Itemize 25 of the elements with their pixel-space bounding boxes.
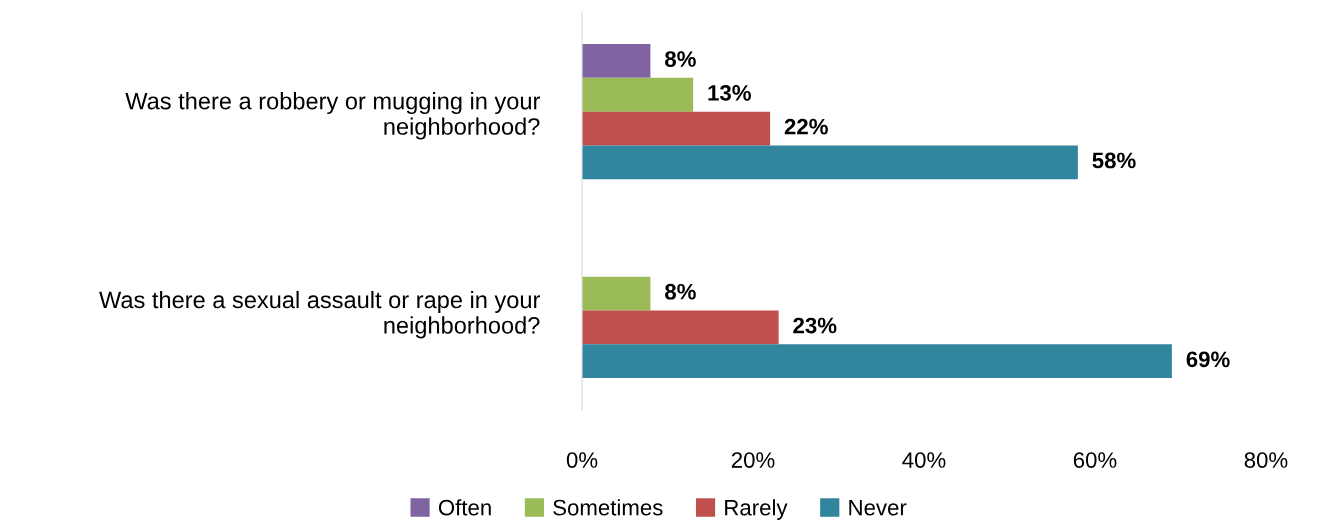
- data-label: 8%: [665, 283, 696, 300]
- legend-label: Rarely: [725, 499, 788, 520]
- legend-label: Often: [438, 499, 491, 516]
- bar: [582, 111, 771, 146]
- legend-label: Never: [849, 499, 907, 516]
- bar: [582, 310, 779, 345]
- data-label: 23%: [793, 317, 837, 334]
- data-label: 8%: [665, 51, 696, 67]
- bar: [582, 77, 694, 112]
- x-tick-label: 0%: [566, 452, 598, 468]
- data-label: 13%: [708, 84, 751, 101]
- data-label: 58%: [1092, 152, 1136, 169]
- bar: [582, 44, 651, 78]
- x-tick-label: 60%: [1073, 452, 1117, 468]
- x-tick-label: 40%: [902, 452, 946, 468]
- x-tick-label: 80%: [1244, 452, 1288, 468]
- y-tick-label: Was there a robbery or mugging in your neighborhood?: [125, 92, 540, 140]
- legend-label: Sometimes: [553, 499, 663, 516]
- data-label: 22%: [784, 118, 828, 135]
- data-label: 69%: [1186, 351, 1230, 368]
- y-tick-label: Was there a sexual assault or rape in your neighborhood?: [99, 290, 540, 339]
- bar: [582, 344, 1172, 379]
- bar: [582, 145, 1078, 180]
- x-tick-label: 20%: [731, 452, 775, 468]
- bar: [582, 276, 651, 311]
